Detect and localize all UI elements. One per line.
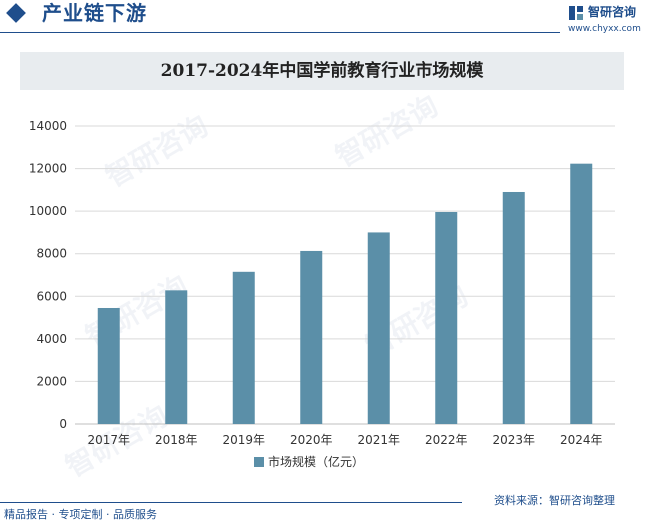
y-tick-label: 0 — [59, 417, 67, 431]
bar — [97, 307, 120, 424]
y-tick-label: 8000 — [36, 247, 67, 261]
bar — [232, 271, 255, 424]
header-divider — [0, 32, 560, 33]
bar — [435, 211, 458, 424]
bar-chart: 0 2000 4000 6000 8000 10000 12000 14000 2017年 201… — [29, 119, 615, 469]
header-bar: 产业链下游 智研咨询 www.chyxx.com — [0, 0, 648, 40]
chart-title-box: 2017-2024年中国学前教育行业市场规模 — [20, 52, 624, 90]
chart-title: 2017-2024年中国学前教育行业市场规模 — [160, 61, 484, 81]
y-tick-label: 10000 — [29, 204, 67, 218]
legend-label: 市场规模（亿元） — [268, 454, 364, 469]
y-tick-label: 4000 — [36, 332, 67, 346]
bar — [570, 163, 593, 424]
bar — [165, 290, 188, 424]
brand-url: www.chyxx.com — [568, 24, 641, 34]
x-tick-label: 2019年 — [222, 433, 265, 447]
y-tick-label: 12000 — [29, 162, 67, 176]
x-tick-label: 2018年 — [155, 433, 198, 447]
bar — [300, 250, 323, 424]
y-tick-label: 2000 — [36, 374, 67, 388]
legend-swatch — [254, 457, 264, 467]
bar — [502, 191, 525, 424]
bar — [367, 232, 390, 424]
footer-divider — [0, 502, 462, 503]
footer-tagline: 精品报告 · 专项定制 · 品质服务 — [4, 508, 157, 521]
x-tick-label: 2024年 — [560, 433, 603, 447]
brand-block: 智研咨询 www.chyxx.com — [566, 3, 646, 37]
x-tick-label: 2017年 — [87, 433, 130, 447]
x-tick-label: 2023年 — [492, 433, 535, 447]
brand-logo-icon — [569, 6, 583, 20]
brand-name: 智研咨询 — [588, 5, 637, 19]
diamond-icon — [6, 3, 26, 23]
x-tick-label: 2021年 — [357, 433, 400, 447]
y-tick-label: 6000 — [36, 289, 67, 303]
x-tick-label: 2020年 — [290, 433, 333, 447]
x-tick-label: 2022年 — [425, 433, 468, 447]
footer-source: 资料来源：智研咨询整理 — [494, 494, 615, 507]
y-tick-label: 14000 — [29, 119, 67, 133]
section-title: 产业链下游 — [42, 1, 147, 25]
